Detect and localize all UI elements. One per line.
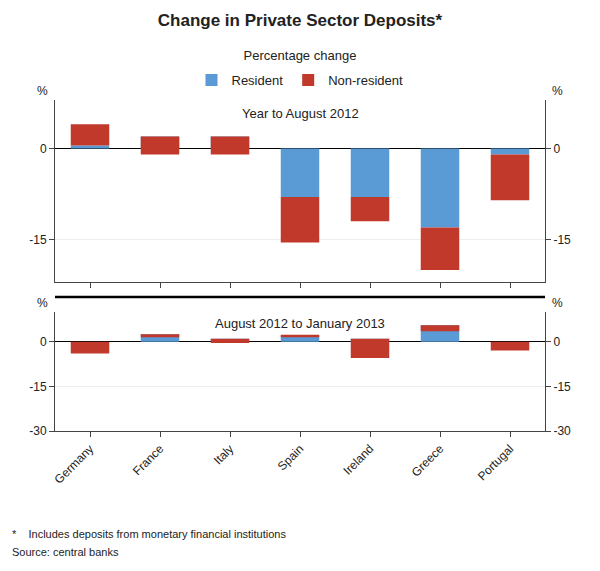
svg-text:-30: -30 [553, 424, 571, 438]
svg-text:Non-resident: Non-resident [328, 73, 403, 88]
svg-text:-30: -30 [29, 424, 47, 438]
svg-text:Germany: Germany [52, 442, 97, 487]
svg-text:0: 0 [553, 142, 560, 156]
svg-text:* Includes deposits from mo: * Includes deposits from monetary financ… [12, 528, 286, 540]
svg-text:%: % [552, 296, 563, 310]
svg-text:Greece: Greece [409, 442, 447, 480]
svg-text:-15: -15 [553, 233, 571, 247]
svg-text:%: % [552, 84, 563, 98]
svg-text:Percentage change: Percentage change [244, 48, 357, 63]
svg-text:Portugal: Portugal [475, 442, 517, 484]
svg-text:-15: -15 [553, 380, 571, 394]
svg-text:0: 0 [40, 335, 47, 349]
svg-text:Italy: Italy [211, 442, 236, 467]
svg-text:France: France [130, 442, 167, 479]
svg-text:0: 0 [40, 142, 47, 156]
svg-text:Resident: Resident [232, 73, 284, 88]
svg-text:-15: -15 [29, 380, 47, 394]
svg-text:0: 0 [553, 335, 560, 349]
svg-text:Source: central banks: Source: central banks [12, 546, 119, 558]
svg-text:%: % [37, 296, 48, 310]
svg-text:%: % [37, 84, 48, 98]
svg-text:Ireland: Ireland [341, 442, 377, 478]
svg-text:-15: -15 [29, 233, 47, 247]
svg-text:Year to August 2012: Year to August 2012 [242, 106, 359, 121]
svg-text:August 2012 to January 2013: August 2012 to January 2013 [215, 316, 385, 331]
svg-text:Change in Private Sector Depos: Change in Private Sector Deposits* [158, 11, 443, 30]
svg-text:Spain: Spain [275, 442, 307, 474]
